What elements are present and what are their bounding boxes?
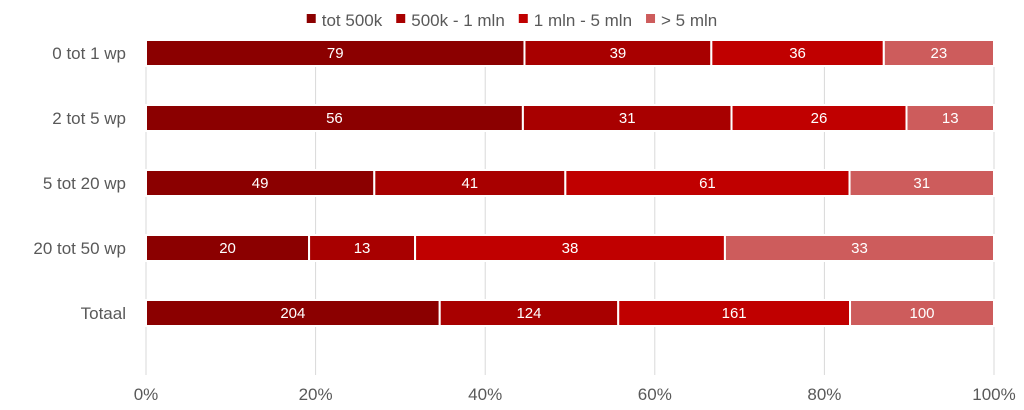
legend: tot 500k 500k - 1 mln 1 mln - 5 mln > 5 mln [306,11,717,30]
legend-label: 1 mln - 5 mln [534,11,632,30]
bar-segment [564,169,851,197]
bar-segment [521,104,733,132]
category-label: Totaal [81,304,126,323]
bar-segment [848,169,995,197]
legend-item: > 5 mln [646,11,717,30]
data-label: 36 [789,45,806,62]
x-tick-label: 40% [468,385,502,404]
data-label: 41 [461,175,478,192]
data-label: 79 [327,45,344,62]
data-label: 31 [913,175,930,192]
bar-segment [145,104,524,132]
data-label: 39 [610,45,627,62]
bars: 79 39 36 23 56 31 26 13 49 41 61 31 20 13 38 33 204 124 16… [145,39,996,327]
bar-segment [373,169,567,197]
bar-segment [308,234,417,262]
bar-segment [145,39,526,67]
bar-segment [145,299,441,327]
legend-swatch [396,14,406,23]
bar-segment [438,299,620,327]
data-label: 33 [851,240,868,257]
x-tick-label: 100% [972,385,1015,404]
data-label: 100 [909,305,934,322]
bar-segment [849,299,995,327]
legend-item: 500k - 1 mln [396,11,505,30]
legend-swatch [306,14,316,23]
bar-segment [723,234,996,262]
data-label: 20 [219,240,236,257]
category-label: 0 tot 1 wp [52,44,126,63]
data-label: 124 [516,305,541,322]
data-label: 161 [722,305,747,322]
legend-item: 1 mln - 5 mln [518,11,632,30]
legend-label: tot 500k [322,11,383,30]
x-axis-ticks: 0% 20% 40% 60% 80% 100% [134,385,1016,404]
x-tick-label: 0% [134,385,159,404]
category-labels: 0 tot 1 wp 2 tot 5 wp 5 tot 20 wp 20 tot 50… [33,44,126,323]
category-label: 2 tot 5 wp [52,109,126,128]
data-label: 56 [326,110,343,127]
data-label: 23 [931,45,948,62]
legend-swatch [518,14,528,23]
data-label: 13 [942,110,959,127]
bar-segment [905,104,995,132]
bar-segment [145,234,311,262]
data-label: 38 [562,240,579,257]
category-label: 5 tot 20 wp [43,174,126,193]
data-label: 204 [280,305,305,322]
data-label: 13 [354,240,371,257]
data-label: 61 [699,175,716,192]
x-tick-label: 60% [638,385,672,404]
category-label: 20 tot 50 wp [33,239,126,258]
data-label: 31 [619,110,636,127]
legend-label: 500k - 1 mln [411,11,505,30]
x-tick-label: 80% [807,385,841,404]
bar-segment [145,169,376,197]
bar-segment [882,39,996,67]
data-label: 26 [811,110,828,127]
x-tick-label: 20% [299,385,333,404]
legend-label: > 5 mln [661,11,717,30]
legend-swatch [646,14,656,23]
legend-item: tot 500k [306,11,383,30]
data-label: 49 [252,175,269,192]
